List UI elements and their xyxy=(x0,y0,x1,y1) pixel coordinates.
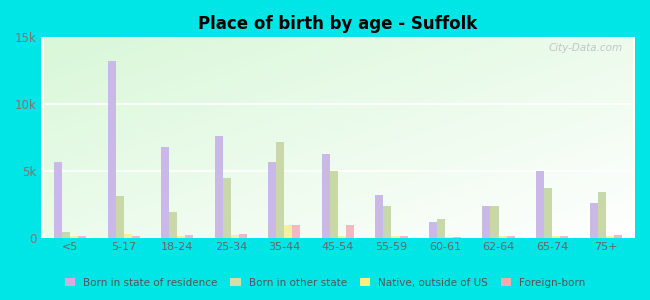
Bar xyxy=(499,236,506,238)
Bar xyxy=(116,196,124,238)
Bar xyxy=(330,171,338,238)
Bar xyxy=(391,236,400,238)
Bar xyxy=(292,225,300,238)
Bar xyxy=(400,236,408,238)
Bar xyxy=(544,188,552,238)
Bar xyxy=(491,206,499,238)
Bar xyxy=(124,234,132,238)
Bar xyxy=(177,236,185,238)
Bar xyxy=(132,236,140,238)
Bar xyxy=(614,235,621,238)
Bar xyxy=(338,236,346,238)
Bar xyxy=(590,203,597,238)
Bar xyxy=(453,237,461,238)
Bar xyxy=(55,162,62,238)
Legend: Born in state of residence, Born in other state, Native, outside of US, Foreign-: Born in state of residence, Born in othe… xyxy=(60,274,590,292)
Bar xyxy=(506,236,515,238)
Bar xyxy=(239,234,247,238)
Bar xyxy=(376,195,384,238)
Bar xyxy=(70,236,79,238)
Bar xyxy=(276,142,285,238)
Bar xyxy=(215,136,223,238)
Bar xyxy=(170,212,177,238)
Bar xyxy=(552,236,560,238)
Bar xyxy=(223,178,231,238)
Bar xyxy=(597,192,606,238)
Bar xyxy=(482,206,491,238)
Text: City-Data.com: City-Data.com xyxy=(549,43,623,53)
Bar xyxy=(346,225,354,238)
Title: Place of birth by age - Suffolk: Place of birth by age - Suffolk xyxy=(198,15,478,33)
Bar xyxy=(62,232,70,238)
Bar xyxy=(437,219,445,238)
Bar xyxy=(322,154,330,238)
Bar xyxy=(285,225,292,238)
Bar xyxy=(161,147,170,238)
Bar xyxy=(606,236,614,238)
Bar xyxy=(108,61,116,238)
Bar xyxy=(79,236,86,238)
Bar xyxy=(231,235,239,238)
Bar xyxy=(445,237,453,238)
Bar xyxy=(268,162,276,238)
Bar xyxy=(560,236,568,238)
Bar xyxy=(429,222,437,238)
Bar xyxy=(536,171,544,238)
Bar xyxy=(384,206,391,238)
Bar xyxy=(185,235,194,238)
